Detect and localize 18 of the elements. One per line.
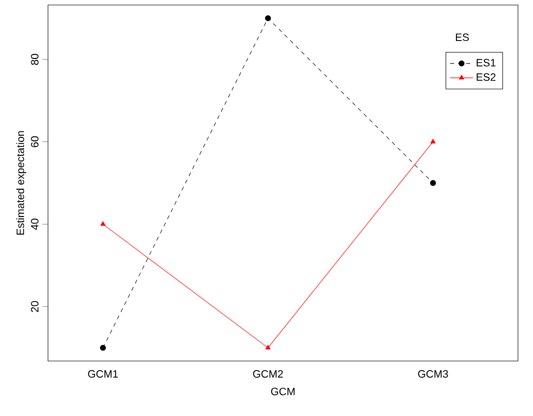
point [430, 138, 436, 144]
point [100, 221, 106, 226]
point [265, 15, 271, 22]
point [100, 344, 106, 351]
y-tick-label: 60 [30, 136, 38, 148]
legend-label: ES1 [476, 58, 496, 66]
x-axis-title: GCM [271, 388, 295, 396]
y-tick-label: 40 [30, 218, 38, 230]
x-tick-label: GCM2 [253, 370, 283, 378]
y-tick-label: 80 [30, 54, 38, 65]
legend-title: ES [456, 33, 469, 42]
point [265, 344, 271, 350]
y-axis-title: Estimated expectation [16, 131, 26, 235]
x-tick-label: GCM3 [418, 370, 448, 378]
legend-label: ES2 [476, 73, 496, 81]
point [430, 180, 436, 186]
x-tick-label: GCM1 [88, 370, 118, 378]
y-tick-label: 20 [30, 301, 38, 312]
